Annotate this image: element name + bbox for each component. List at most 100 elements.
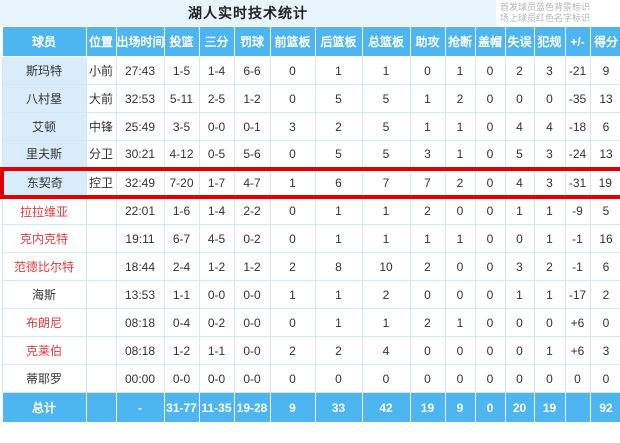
stat-cell: 0 — [474, 308, 506, 337]
player-name: 布朗尼 — [1, 308, 87, 337]
stat-cell: 1 — [409, 84, 446, 113]
stat-cell: 0 — [269, 140, 316, 169]
stat-cell: 1 — [314, 280, 363, 309]
stat-cell: 0 — [474, 196, 506, 225]
stat-cell: 0-0 — [233, 280, 271, 309]
stat-cell: 3 — [533, 166, 566, 199]
stat-cell: 0-0 — [233, 364, 271, 393]
stat-cell: 5 — [314, 140, 363, 169]
stat-cell: -24 — [564, 140, 591, 169]
stat-cell: 1 — [269, 280, 316, 309]
stat-cell: 10 — [361, 252, 411, 281]
total-stat-cell: 20 — [504, 392, 535, 423]
stat-cell: 0 — [269, 196, 316, 225]
stat-cell: 1 — [533, 280, 566, 309]
page-title: 湖人实时技术统计 — [0, 0, 496, 26]
stat-cell: 3-5 — [163, 112, 200, 141]
stat-cell: -9 — [564, 196, 591, 225]
stat-cell: 0 — [361, 364, 411, 393]
stat-cell: 3 — [504, 252, 535, 281]
total-stat-cell: 0 — [474, 392, 506, 423]
stat-cell: 0-2 — [233, 224, 271, 253]
stat-cell: 0 — [504, 308, 535, 337]
stat-cell: 7 — [409, 166, 446, 199]
stat-cell: 2 — [504, 56, 535, 85]
stat-cell: 0 — [409, 280, 446, 309]
stat-cell — [85, 336, 117, 365]
stat-cell: 小前 — [85, 56, 117, 85]
stat-cell: 4 — [361, 336, 411, 365]
stat-cell: 大前 — [85, 84, 117, 113]
player-name: 海斯 — [1, 280, 87, 309]
stat-cell: 0 — [474, 112, 506, 141]
stat-cell: 5-11 — [163, 84, 200, 113]
title-bar: 湖人实时技术统计 首发球员蓝色背景标识 场上球员红色名字标识 — [0, 0, 620, 26]
stat-cell: 2 — [409, 252, 446, 281]
total-stat-cell: 19-28 — [233, 392, 271, 423]
stat-cell: 0 — [269, 224, 316, 253]
stat-cell: 1 — [444, 308, 476, 337]
stat-cell: 1 — [444, 224, 476, 253]
stat-cell: 1 — [361, 56, 411, 85]
column-header: 罚球 — [233, 26, 271, 57]
total-stat-cell — [85, 392, 117, 423]
stat-cell: 32:53 — [115, 84, 165, 113]
stat-cell: 2 — [269, 336, 316, 365]
stat-cell: 1 — [533, 336, 566, 365]
stat-cell: 2 — [409, 308, 446, 337]
stat-cell: 1 — [314, 196, 363, 225]
stat-cell: 0-0 — [198, 280, 235, 309]
stat-cell: 4 — [533, 112, 566, 141]
player-name: 拉拉维亚 — [1, 196, 87, 225]
stat-cell: 2 — [444, 84, 476, 113]
stat-cell: 2 — [409, 196, 446, 225]
stat-cell: 0 — [474, 56, 506, 85]
total-stat-cell: 9 — [269, 392, 316, 423]
stat-cell: 08:18 — [115, 308, 165, 337]
stat-cell — [85, 364, 117, 393]
player-name: 斯玛特 — [1, 56, 87, 85]
table-row: 海斯 13:53 1-1 0-0 0-0 1 1 2 0 0 0 1 1 -17 2 — [1, 280, 620, 309]
stat-cell: 18:44 — [115, 252, 165, 281]
stat-cell: -1 — [564, 224, 591, 253]
stat-cell: 7-20 — [163, 166, 200, 199]
stat-cell: 3 — [533, 56, 566, 85]
player-name: 克内克特 — [1, 224, 87, 253]
stat-cell: +6 — [564, 336, 591, 365]
total-stat-cell: 31-77 — [163, 392, 200, 423]
header-row: 球员 位置 出场时间 投篮 三分 罚球 前篮板 后篮板 总篮板 助攻 抢断 盖帽 失误 犯规 +/- 得分 — [1, 26, 620, 57]
stat-cell: 0 — [564, 364, 591, 393]
legend-oncourt-note: 场上球员红色名字标识 — [500, 13, 591, 23]
stat-cell: 1-5 — [163, 56, 200, 85]
player-name: 艾顿 — [1, 112, 87, 141]
table-row: 范德比尔特 18:44 2-4 1-2 1-2 2 8 10 2 0 0 3 2 -1 6 — [1, 252, 620, 281]
stat-cell: 3 — [589, 336, 620, 365]
stat-cell: 2 — [361, 280, 411, 309]
player-name: 蒂耶罗 — [1, 364, 87, 393]
stat-cell: 0-1 — [233, 112, 271, 141]
table-row: 里夫斯 分卫 30:21 4-12 0-5 5-6 0 5 5 3 1 0 5 3 -24 13 — [1, 140, 620, 169]
stat-cell — [85, 196, 117, 225]
total-stat-cell: 9 — [444, 392, 476, 423]
stat-cell — [85, 252, 117, 281]
stat-cell: 9 — [589, 56, 620, 85]
stat-cell: -1 — [564, 252, 591, 281]
stat-cell: 30:21 — [115, 140, 165, 169]
stat-cell: -35 — [564, 84, 591, 113]
column-header: 失误 — [504, 26, 535, 57]
column-header: 后篮板 — [314, 26, 363, 57]
stat-cell: 1-4 — [198, 56, 235, 85]
stat-cell: 5 — [504, 140, 535, 169]
stat-cell: 0 — [474, 224, 506, 253]
column-header: 盖帽 — [474, 26, 506, 57]
stat-cell: 0 — [314, 364, 363, 393]
stat-cell: 1 — [504, 280, 535, 309]
stat-cell: 6 — [589, 252, 620, 281]
stat-cell: 2 — [314, 112, 363, 141]
stat-cell: 1 — [314, 308, 363, 337]
stat-cell: 5 — [589, 196, 620, 225]
table-row: 克莱伯 08:18 1-2 1-1 0-0 2 2 4 0 0 0 0 1 +6 3 — [1, 336, 620, 365]
stat-cell: 1 — [444, 140, 476, 169]
stat-cell: 25:49 — [115, 112, 165, 141]
